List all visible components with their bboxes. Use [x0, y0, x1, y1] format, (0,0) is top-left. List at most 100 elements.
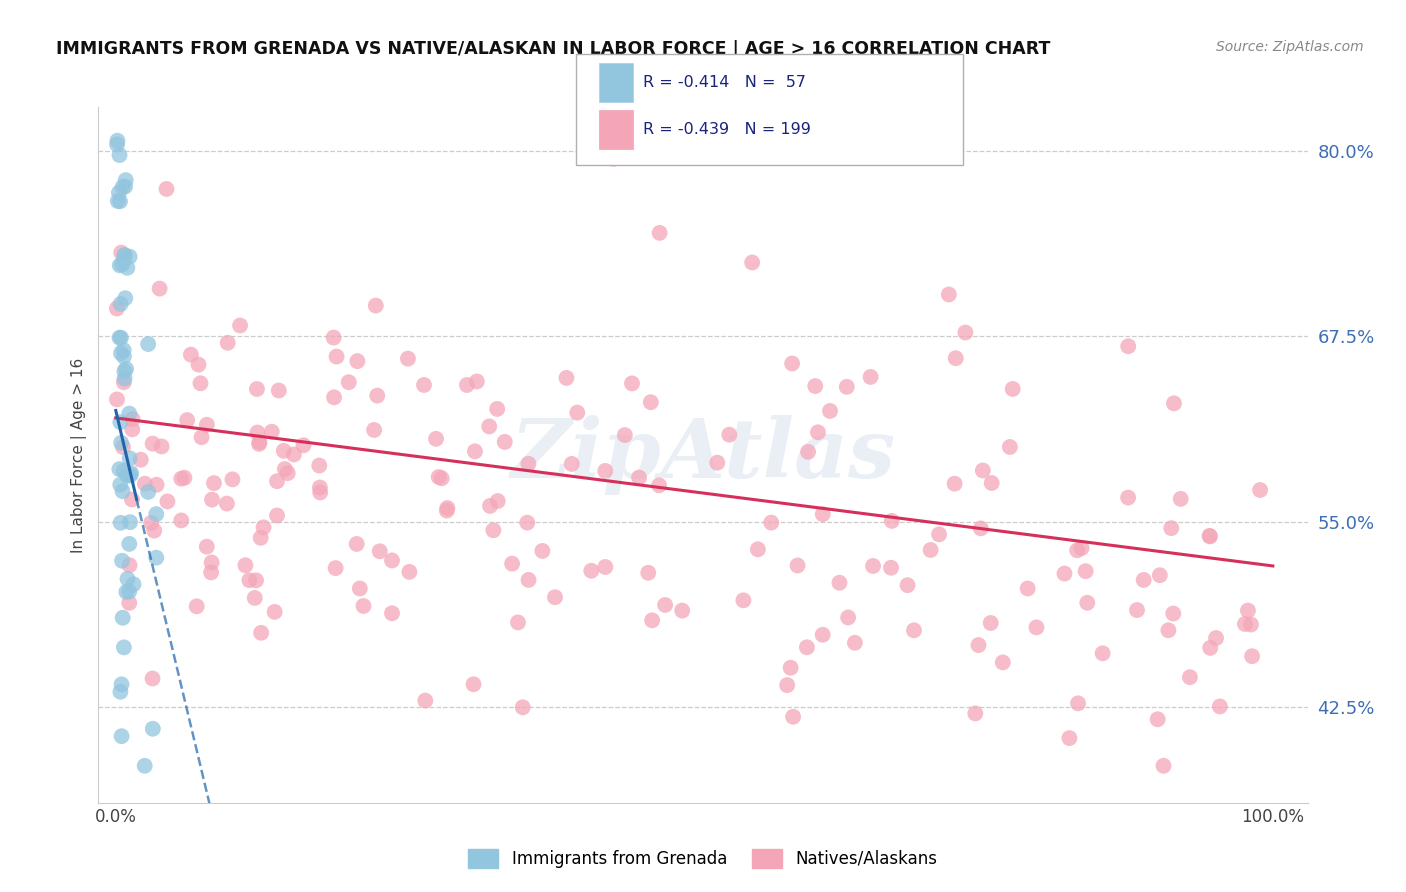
Point — [463, 677, 485, 691]
Point — [430, 471, 453, 485]
Point — [796, 640, 818, 655]
Point — [173, 471, 195, 485]
Point — [928, 527, 950, 541]
Point — [478, 419, 501, 434]
Point — [706, 456, 728, 470]
Point — [105, 301, 128, 316]
Point — [991, 656, 1014, 670]
Point — [245, 574, 267, 588]
Point — [118, 407, 141, 421]
Point — [980, 615, 1002, 630]
Point — [972, 463, 994, 477]
Point — [120, 467, 142, 482]
Point — [325, 350, 347, 364]
Point — [273, 443, 295, 458]
Point — [110, 516, 132, 530]
Point — [277, 466, 299, 480]
Point — [229, 318, 252, 333]
Point — [263, 605, 285, 619]
Point — [110, 297, 132, 311]
Point — [118, 537, 141, 551]
Point — [118, 468, 141, 483]
Point — [114, 371, 136, 385]
Point — [246, 382, 269, 396]
Point — [837, 610, 859, 624]
Point — [121, 492, 143, 507]
Point — [779, 661, 801, 675]
Point — [247, 437, 270, 451]
Point — [804, 379, 827, 393]
Point — [238, 573, 260, 587]
Point — [110, 415, 132, 429]
Point — [1237, 603, 1260, 617]
Point — [112, 640, 135, 655]
Point — [747, 542, 769, 557]
Point — [955, 326, 977, 340]
Point — [110, 677, 132, 691]
Point — [1116, 339, 1139, 353]
Point — [561, 457, 583, 471]
Point — [180, 348, 202, 362]
Point — [880, 514, 903, 528]
Point — [111, 257, 134, 271]
Point — [120, 466, 142, 480]
Point — [176, 413, 198, 427]
Point — [349, 582, 371, 596]
Point — [835, 380, 858, 394]
Point — [190, 430, 212, 444]
Point — [595, 560, 617, 574]
Point — [249, 531, 271, 545]
Point — [1053, 566, 1076, 581]
Point — [149, 282, 172, 296]
Text: R = -0.439   N = 199: R = -0.439 N = 199 — [643, 122, 810, 137]
Point — [1149, 568, 1171, 582]
Point — [322, 330, 344, 344]
Point — [107, 134, 129, 148]
Point — [1001, 382, 1024, 396]
Point — [641, 613, 664, 627]
Point — [818, 404, 841, 418]
Point — [741, 255, 763, 269]
Point — [114, 173, 136, 187]
Point — [1178, 670, 1201, 684]
Point — [531, 544, 554, 558]
Point — [117, 260, 139, 275]
Point — [325, 561, 347, 575]
Point — [121, 422, 143, 436]
Point — [142, 436, 165, 450]
Point — [998, 440, 1021, 454]
Point — [1070, 541, 1092, 555]
Point — [112, 376, 135, 390]
Point — [637, 566, 659, 580]
Point — [1161, 607, 1184, 621]
Point — [150, 440, 173, 454]
Point — [323, 390, 346, 404]
Point — [811, 507, 834, 521]
Point — [134, 759, 156, 773]
Point — [114, 179, 136, 194]
Point — [516, 516, 538, 530]
Point — [844, 636, 866, 650]
Point — [593, 464, 616, 478]
Point — [1025, 620, 1047, 634]
Point — [145, 477, 167, 491]
Point — [1017, 582, 1039, 596]
Point — [107, 194, 129, 208]
Point — [368, 544, 391, 558]
Point — [1199, 640, 1222, 655]
Point — [1209, 699, 1232, 714]
Point — [364, 299, 387, 313]
Point — [118, 596, 141, 610]
Text: ZipAtlas: ZipAtlas — [510, 415, 896, 495]
Point — [648, 478, 671, 492]
Point — [108, 148, 131, 162]
Point — [1059, 731, 1081, 745]
Point — [602, 152, 624, 166]
Point — [283, 448, 305, 462]
Point — [718, 427, 741, 442]
Point — [115, 585, 138, 599]
Point — [1146, 712, 1168, 726]
Point — [862, 559, 884, 574]
Point — [920, 543, 942, 558]
Point — [464, 444, 486, 458]
